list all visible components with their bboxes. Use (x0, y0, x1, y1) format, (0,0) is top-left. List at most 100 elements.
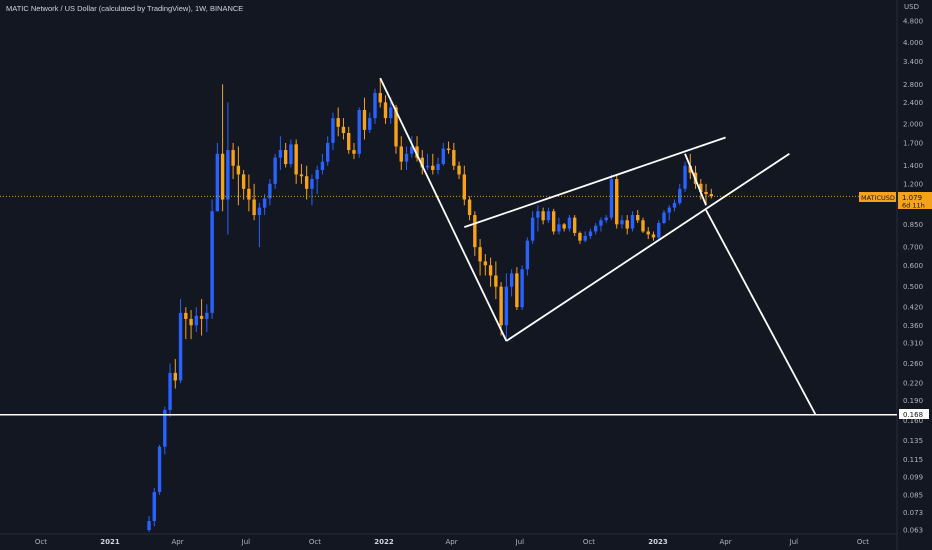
candle-body (473, 215, 477, 248)
time-tick-label: Jul (241, 538, 251, 546)
candle-body (383, 102, 388, 119)
price-tick-label: 2.400 (903, 99, 923, 107)
level-tag: 0.168 (903, 411, 923, 419)
candle-body (210, 211, 214, 313)
trendline-wedge-upper (464, 136, 726, 228)
candle-body (572, 217, 577, 233)
candle-body (220, 153, 225, 200)
candle-body (347, 132, 351, 151)
time-tick-label: 2022 (374, 538, 394, 546)
candle-body (425, 165, 430, 168)
candle-body (615, 179, 619, 225)
candle-body (525, 240, 530, 270)
price-tick-label: 0.310 (903, 339, 923, 347)
candle-body (352, 150, 356, 154)
candle-body (599, 220, 603, 226)
candle-body (530, 217, 535, 241)
candle-body (452, 150, 456, 166)
price-tick-label: 0.850 (903, 221, 923, 229)
price-tick-label: 1.400 (903, 162, 923, 170)
candle-body (194, 315, 199, 326)
time-tick-label: 2023 (648, 538, 668, 546)
time-tick-label: Apr (445, 538, 457, 546)
candle-body (152, 492, 156, 522)
candle-body (362, 110, 367, 130)
candle-body (252, 199, 256, 216)
candle-body (283, 150, 288, 165)
time-axis[interactable]: Oct 2021 Apr Jul Oct 2022 Apr Jul Oct 2023 Apr Jul O… (35, 538, 869, 546)
candle-body (467, 199, 472, 216)
level-tag-bg (899, 409, 929, 419)
candle-body (557, 224, 561, 232)
price-tick-label: 0.190 (903, 397, 923, 405)
price-tick-label: 0.600 (903, 262, 923, 270)
candle-body (431, 165, 435, 171)
price-tick-label: 0.160 (903, 417, 923, 425)
price-tick-label: 0.220 (903, 380, 923, 388)
candle-body (488, 265, 493, 276)
candle-body (625, 220, 629, 229)
trendline-projection (705, 209, 817, 416)
candle-body (378, 93, 382, 103)
price-tick-label: 4.800 (903, 18, 923, 26)
symbol-tag-bg (859, 192, 896, 202)
time-tick-label: Jul (515, 538, 525, 546)
candle-body (483, 261, 488, 266)
candle-body (168, 372, 172, 410)
candle-body (588, 231, 593, 236)
candle-body (515, 273, 519, 308)
time-tick-label: Jul (789, 538, 799, 546)
candle-body (699, 183, 703, 192)
candle-body (341, 126, 346, 133)
candle-body (410, 146, 414, 154)
candle-body (620, 220, 624, 225)
price-axis[interactable]: 4.800 4.000 3.400 2.800 2.400 2.000 1.700 1.400… (903, 18, 923, 535)
trendline-wedge-lower (505, 153, 790, 342)
price-tick-label: 0.500 (903, 283, 923, 291)
candle-body (646, 231, 650, 235)
price-tick-label: 0.085 (903, 491, 923, 499)
candle-body (604, 217, 608, 221)
candle-body (609, 179, 614, 218)
candle-body (268, 183, 272, 199)
candle-body (709, 194, 713, 197)
candle-body (562, 224, 566, 229)
time-tick-label: Apr (719, 538, 731, 546)
candle-body (494, 275, 498, 287)
candle-body (241, 174, 246, 189)
candle-body (667, 207, 671, 213)
candle-body (630, 215, 635, 229)
candle-body (357, 110, 361, 154)
candle-body (278, 150, 283, 158)
candle-body (462, 174, 467, 200)
price-tick-label: 1.200 (903, 180, 923, 188)
candle-body (368, 118, 372, 130)
price-tag-bg (898, 192, 932, 209)
candle-body (325, 142, 330, 162)
price-tick-label: 0.099 (903, 473, 923, 481)
time-tick-label: Oct (583, 538, 595, 546)
price-tick-label: 0.360 (903, 322, 923, 330)
price-tick-label: 1.700 (903, 139, 923, 147)
candle-body (478, 247, 482, 262)
candle-body (394, 107, 398, 147)
candle-body (551, 211, 556, 232)
candle-body (683, 165, 687, 189)
chart-title: MATIC Network / US Dollar (calculated by… (6, 4, 244, 13)
currency-label: USD (904, 3, 919, 11)
countdown-tag: 6d 11h (902, 202, 925, 210)
candle-body (189, 318, 193, 326)
candle-body (273, 157, 277, 184)
price-tick-label: 0.700 (903, 244, 923, 252)
candle-body (404, 153, 409, 162)
candle-body (215, 153, 220, 212)
candle-body (262, 198, 267, 208)
price-tick-label: 4.000 (903, 39, 923, 47)
candle-body (226, 150, 230, 200)
candle-body (662, 212, 666, 223)
candle-body (541, 211, 545, 221)
price-tick-label: 0.115 (903, 456, 923, 464)
candle-body (310, 179, 314, 189)
